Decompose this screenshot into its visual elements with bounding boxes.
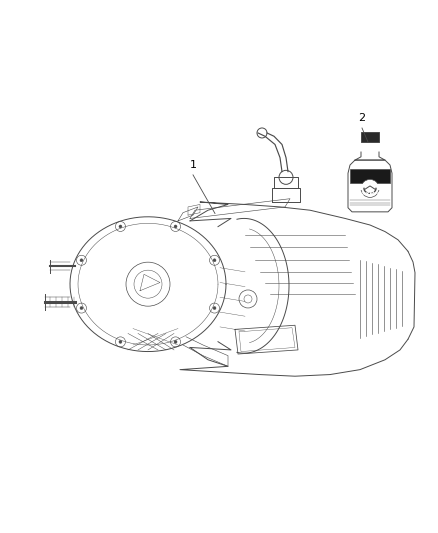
- Text: 2: 2: [358, 113, 366, 123]
- Circle shape: [119, 225, 122, 228]
- Circle shape: [213, 259, 216, 262]
- Bar: [361, 132, 379, 142]
- Text: 1: 1: [190, 160, 197, 170]
- Circle shape: [80, 259, 83, 262]
- Circle shape: [174, 225, 177, 228]
- Bar: [350, 184, 390, 190]
- Circle shape: [213, 306, 216, 310]
- Circle shape: [119, 341, 122, 343]
- Bar: [350, 169, 390, 183]
- Circle shape: [174, 341, 177, 343]
- Circle shape: [361, 180, 379, 197]
- Circle shape: [80, 306, 83, 310]
- Text: MaxxPro®: MaxxPro®: [352, 191, 388, 196]
